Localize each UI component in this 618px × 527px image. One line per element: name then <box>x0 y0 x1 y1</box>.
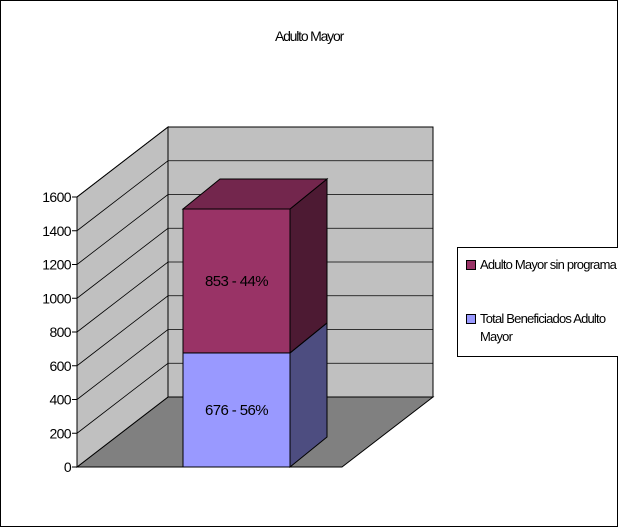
y-tick-label: 1000 <box>42 290 72 306</box>
y-tick-label: 200 <box>49 425 71 441</box>
chart-legend: Adulto Mayor sin programa Total Beneficia… <box>457 247 618 357</box>
legend-swatch <box>466 260 476 270</box>
legend-swatch <box>466 314 476 324</box>
bar-data-label: 676 - 56% <box>205 402 268 419</box>
y-tick-label: 1600 <box>42 189 72 205</box>
y-tick-label: 1200 <box>42 257 72 273</box>
legend-label: Total Beneficiados Adulto Mayor <box>480 310 618 346</box>
y-tick-label: 800 <box>49 324 71 340</box>
y-tick-label: 600 <box>49 358 71 374</box>
y-tick-label: 400 <box>49 392 71 408</box>
bar-segment <box>183 179 327 353</box>
y-tick-label: 0 <box>64 459 72 475</box>
bar-data-label: 853 - 44% <box>205 273 268 290</box>
y-tick-label: 1400 <box>42 223 72 239</box>
legend-label: Adulto Mayor sin programa <box>480 256 618 274</box>
